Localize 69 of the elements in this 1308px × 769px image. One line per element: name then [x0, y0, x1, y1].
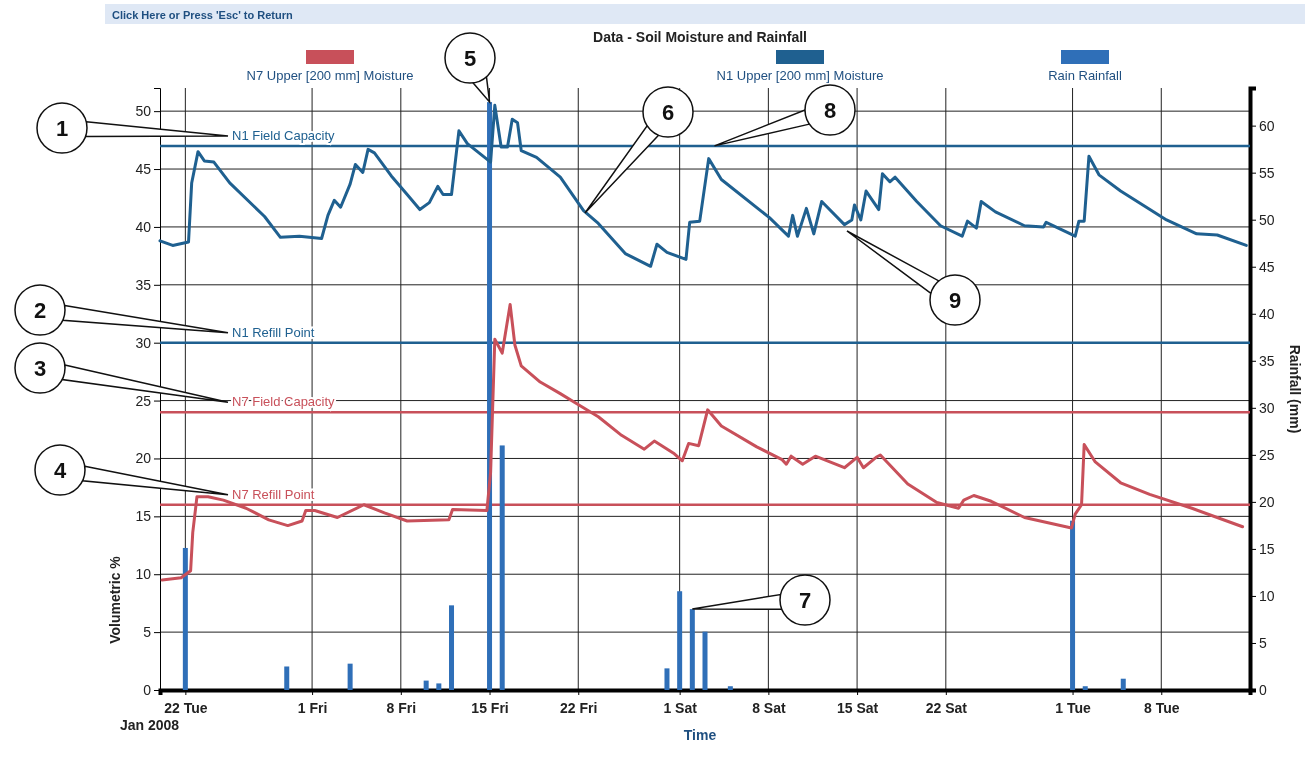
annotation: 9 [948, 288, 962, 313]
y2-tick-label: 60 [1259, 117, 1275, 134]
bar [499, 445, 505, 690]
y-tick-label: 20 [135, 450, 152, 467]
y-axis-title: Volumetric % [107, 555, 123, 644]
y-tick-label: 45 [135, 161, 152, 178]
x-tick-label: 1 Tue [1055, 699, 1092, 716]
y2-tick-label: 45 [1259, 258, 1275, 275]
annotation: 6 [661, 100, 675, 125]
legend-label: Rain Rainfall [1048, 68, 1122, 83]
bar [449, 605, 455, 690]
callout-bubble: 6 [584, 86, 694, 214]
text: Click Here or Press 'Esc' to Return [112, 9, 293, 21]
bar [347, 663, 353, 690]
y2-tick-label: 35 [1259, 352, 1275, 369]
bar [436, 683, 442, 690]
annotation: 5 [463, 46, 477, 71]
bar [1120, 678, 1126, 690]
x-axis-title: Time [683, 727, 717, 743]
callout-bubble: 9 [846, 230, 981, 326]
bar [727, 686, 733, 690]
annotation: 7 [798, 588, 812, 613]
y2-tick-label: 15 [1259, 540, 1275, 557]
y2-tick-label: 50 [1259, 211, 1275, 228]
x-tick-label: 8 Tue [1144, 699, 1180, 716]
y2-tick-label: 0 [1259, 681, 1267, 698]
y2-tick-label: 40 [1259, 305, 1275, 322]
bar [664, 668, 670, 690]
y-tick-label: 5 [143, 624, 152, 641]
y-tick-label: 40 [135, 218, 152, 235]
y-tick-label: 0 [143, 681, 152, 698]
annotation: 8 [823, 98, 837, 123]
y-tick-label: 10 [135, 566, 152, 583]
y-tick-label: 25 [135, 392, 152, 409]
bar [1070, 520, 1076, 690]
bar [423, 680, 429, 690]
x-tick-label: 22 Tue [164, 699, 208, 716]
y2-tick-label: 5 [1259, 634, 1267, 651]
chart-title: Data - Soil Moisture and Rainfall [593, 29, 807, 45]
bar [182, 547, 188, 690]
line-series [158, 103, 1248, 268]
text: Jan 2008 [120, 717, 180, 733]
legend-label: N7 Upper [200 mm] Moisture [246, 68, 414, 83]
x-tick-label: 15 Fri [471, 699, 509, 716]
y-tick-label: 35 [135, 276, 152, 293]
bar [677, 591, 683, 690]
y2-tick-label: 10 [1259, 587, 1275, 604]
y2-tick-label: 30 [1259, 399, 1275, 416]
x-tick-label: 1 Sat [663, 699, 698, 716]
y2-tick-label: 25 [1259, 446, 1275, 463]
bar [284, 666, 290, 690]
legend-label: N1 Upper [200 mm] Moisture [716, 68, 884, 83]
x-tick-label: 1 Fri [297, 699, 328, 716]
bar [1082, 686, 1088, 690]
y2-tick-label: 55 [1259, 164, 1275, 181]
bar [702, 631, 708, 690]
callout-bubble: 7 [691, 574, 831, 626]
callout-bubble: 8 [713, 84, 856, 147]
y-tick-label: 50 [135, 103, 152, 120]
x-tick-label: 8 Fri [386, 699, 417, 716]
y2-tick-label: 20 [1259, 493, 1275, 510]
bar [689, 609, 695, 690]
y-tick-label: 15 [135, 508, 152, 525]
y2-axis-title: Rainfall (mm) [1287, 344, 1303, 434]
y-tick-label: 30 [135, 334, 152, 351]
x-tick-label: 22 Fri [560, 699, 598, 716]
x-tick-label: 22 Sat [925, 699, 968, 716]
x-tick-label: 8 Sat [752, 699, 786, 716]
x-tick-label: 15 Sat [836, 699, 879, 716]
